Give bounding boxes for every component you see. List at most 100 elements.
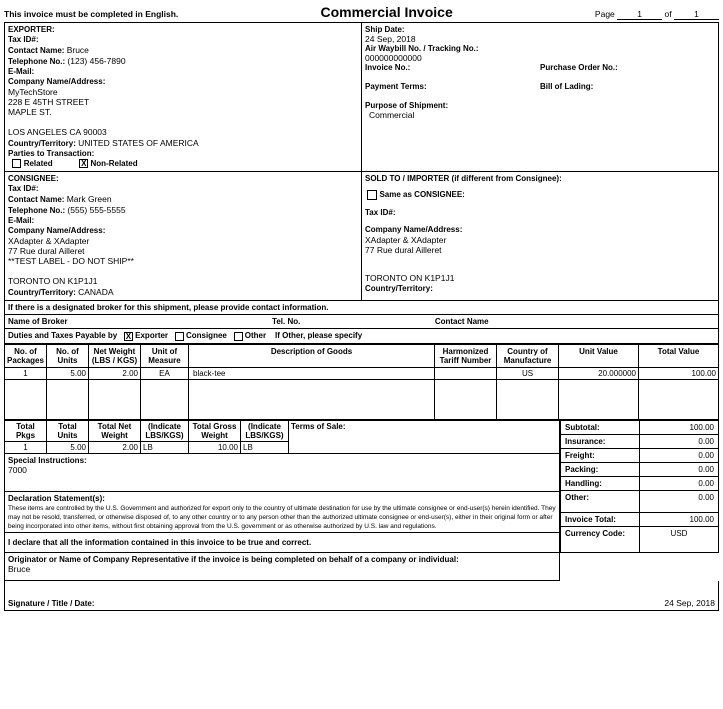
invoice-no-label: Invoice No.: bbox=[365, 63, 410, 72]
ship-date: 24 Sep, 2018 bbox=[365, 34, 715, 44]
broker-note: If there is a designated broker for this… bbox=[8, 303, 329, 312]
purpose-label: Purpose of Shipment: bbox=[365, 101, 715, 110]
duties-other-checkbox[interactable] bbox=[234, 332, 243, 341]
soldto-taxid-label: Tax ID#: bbox=[365, 208, 396, 217]
tot-gross-u: LB bbox=[241, 441, 289, 453]
col-hts: Harmonized Tariff Number bbox=[435, 344, 497, 367]
con-taxid-label: Tax ID#: bbox=[8, 184, 39, 193]
parties-label: Parties to Transaction: bbox=[8, 149, 94, 158]
invoice-total-value: 100.00 bbox=[640, 512, 719, 526]
subtotal-value: 100.00 bbox=[640, 420, 719, 434]
page-of: of bbox=[665, 9, 672, 19]
related-checkbox[interactable] bbox=[12, 159, 21, 168]
exp-contact: Bruce bbox=[67, 45, 89, 55]
page-total: 1 bbox=[674, 9, 719, 20]
item-totalval: 100.00 bbox=[639, 367, 719, 379]
broker-tel-label: Tel. No. bbox=[272, 317, 300, 326]
item-pkgs: 1 bbox=[5, 367, 47, 379]
duties-other-label: Other bbox=[245, 331, 266, 340]
exp-tel-label: Telephone No.: bbox=[8, 57, 65, 66]
cert-text: I declare that all the information conta… bbox=[8, 538, 311, 547]
exporter-heading: EXPORTER: bbox=[8, 25, 358, 34]
insurance-value: 0.00 bbox=[640, 434, 719, 448]
duties-consignee-label: Consignee bbox=[186, 331, 227, 340]
sig-date: 24 Sep, 2018 bbox=[664, 598, 715, 608]
col-totalval: Total Value bbox=[639, 344, 719, 367]
tot-pkgs: 1 bbox=[5, 441, 47, 453]
tot-units-hdr: Total Units bbox=[47, 420, 89, 441]
duties-exporter-checkbox[interactable]: X bbox=[124, 332, 133, 341]
tot-gross: 10.00 bbox=[189, 441, 241, 453]
payment-terms-label: Payment Terms: bbox=[365, 82, 427, 91]
soldto-company: XAdapter & XAdapter bbox=[365, 235, 715, 245]
awb-value: 000000000000 bbox=[365, 53, 715, 63]
con-country: CANADA bbox=[78, 287, 113, 297]
col-uom: Unit of Measure bbox=[141, 344, 189, 367]
broker-name-label: Name of Broker bbox=[8, 317, 68, 326]
orig-name: Bruce bbox=[8, 564, 30, 574]
ship-date-label: Ship Date: bbox=[365, 25, 715, 34]
terms-sale: Terms of Sale: bbox=[289, 420, 560, 453]
special-label: Special Instructions: bbox=[8, 456, 87, 465]
same-consignee-checkbox[interactable] bbox=[367, 190, 377, 200]
other-value: 0.00 bbox=[640, 490, 719, 512]
soldto-heading: SOLD TO / IMPORTER (if different from Co… bbox=[365, 174, 715, 183]
duties-consignee-checkbox[interactable] bbox=[175, 332, 184, 341]
awb-label: Air Waybill No. / Tracking No.: bbox=[365, 44, 715, 53]
con-addr1: 77 Rue dural Ailleret bbox=[8, 246, 358, 256]
bol-label: Bill of Lading: bbox=[540, 82, 593, 91]
item-hts bbox=[435, 367, 497, 379]
subtotal-label: Subtotal: bbox=[561, 420, 640, 434]
tot-units: 5.00 bbox=[47, 441, 89, 453]
tot-ind2: (Indicate LBS/KGS) bbox=[241, 420, 289, 441]
con-company: XAdapter & XAdapter bbox=[8, 236, 358, 246]
col-unitval: Unit Value bbox=[559, 344, 639, 367]
soldto-company-label: Company Name/Address: bbox=[365, 225, 462, 234]
currency-label: Currency Code: bbox=[561, 526, 640, 552]
page-info: Page 1 of 1 bbox=[595, 9, 719, 20]
col-netwt: Net Weight (LBS / KGS) bbox=[89, 344, 141, 367]
item-coo: US bbox=[497, 367, 559, 379]
tot-pkgs-hdr: Total Pkgs bbox=[5, 420, 47, 441]
exp-addr2: MAPLE ST. bbox=[8, 107, 358, 117]
broker-contact-label: Contact Name bbox=[435, 317, 489, 326]
soldto-addr1: 77 Rue dural Ailleret bbox=[365, 245, 715, 255]
item-units: 5.00 bbox=[47, 367, 89, 379]
line-item-row: 1 5.00 2.00 EA black-tee US 20.000000 10… bbox=[5, 367, 719, 379]
special-value: 7000 bbox=[8, 465, 27, 475]
con-email-label: E-Mail: bbox=[8, 216, 34, 225]
item-netwt: 2.00 bbox=[89, 367, 141, 379]
con-addr3: TORONTO ON K1P1J1 bbox=[8, 276, 358, 286]
orig-label: Originator or Name of Company Representa… bbox=[8, 555, 459, 564]
con-country-label: Country/Territory: bbox=[8, 288, 76, 297]
con-contact: Mark Green bbox=[67, 194, 112, 204]
invoice-total-label: Invoice Total: bbox=[561, 512, 640, 526]
freight-value: 0.00 bbox=[640, 448, 719, 462]
sig-label: Signature / Title / Date: bbox=[8, 599, 95, 608]
tot-net-u: LB bbox=[141, 441, 189, 453]
decl-label: Declaration Statement(s): bbox=[8, 494, 105, 503]
nonrelated-checkbox[interactable]: X bbox=[79, 159, 88, 168]
exp-company: MyTechStore bbox=[8, 87, 358, 97]
other-label: Other: bbox=[561, 490, 640, 512]
exp-country: UNITED STATES OF AMERICA bbox=[78, 138, 199, 148]
tot-net-hdr: Total Net Weight bbox=[89, 420, 141, 441]
exp-addr3: LOS ANGELES CA 90003 bbox=[8, 127, 358, 137]
exp-country-label: Country/Territory: bbox=[8, 139, 76, 148]
page-label: Page bbox=[595, 9, 615, 19]
con-addr2: **TEST LABEL - DO NOT SHIP** bbox=[8, 256, 358, 266]
duties-label: Duties and Taxes Payable by bbox=[8, 331, 117, 340]
exp-addr1: 228 E 45TH STREET bbox=[8, 97, 358, 107]
col-pkgs: No. of Packages bbox=[5, 344, 47, 367]
exp-taxid-label: Tax ID#: bbox=[8, 35, 39, 44]
duties-exporter-label: Exporter bbox=[135, 331, 168, 340]
consignee-heading: CONSIGNEE: bbox=[8, 174, 358, 183]
english-notice: This invoice must be completed in Englis… bbox=[4, 9, 178, 19]
soldto-addr3: TORONTO ON K1P1J1 bbox=[365, 273, 715, 283]
con-company-label: Company Name/Address: bbox=[8, 226, 105, 235]
con-tel: (555) 555-5555 bbox=[67, 205, 125, 215]
exp-tel: (123) 456-7890 bbox=[67, 56, 125, 66]
item-uom: EA bbox=[141, 367, 189, 379]
handling-label: Handling: bbox=[561, 476, 640, 490]
exp-email-label: E-Mail: bbox=[8, 67, 34, 76]
